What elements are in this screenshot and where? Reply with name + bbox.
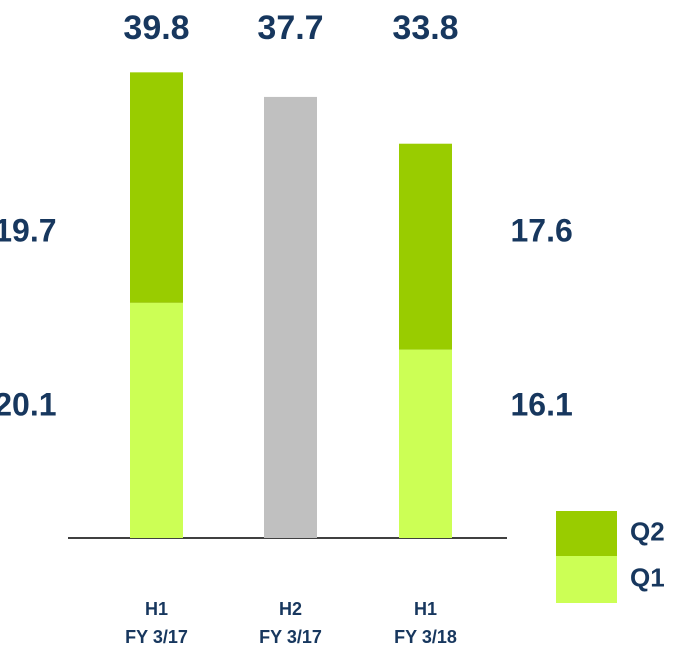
x-tick-line: H2 <box>279 599 302 619</box>
x-tick-line: H1 <box>414 599 437 619</box>
segment-label: 19.7 <box>0 212 57 248</box>
legend-label: Q1 <box>630 562 665 592</box>
x-tick-label: H1 FY 3/17 <box>125 599 188 647</box>
x-tick-line: FY 3/17 <box>259 627 322 647</box>
x-tick-line: FY 3/18 <box>394 627 457 647</box>
segment-label: 16.1 <box>511 386 573 422</box>
total-label: 37.7 <box>257 9 323 47</box>
legend-swatch <box>556 511 617 556</box>
bar-segment <box>130 302 183 538</box>
x-tick-label: H1 FY 3/18 <box>394 599 457 647</box>
bar-segment <box>399 349 452 538</box>
legend-swatch <box>556 556 617 603</box>
bar <box>264 96 317 538</box>
x-tick-line: H1 <box>145 599 168 619</box>
bar-segment <box>399 143 452 350</box>
total-label: 39.8 <box>123 9 189 47</box>
total-label: 33.8 <box>392 9 458 47</box>
bar-segment <box>130 72 183 303</box>
legend-label: Q2 <box>630 516 665 546</box>
segment-label: 20.1 <box>0 386 57 422</box>
x-tick-label: H2 FY 3/17 <box>259 599 322 647</box>
x-tick-line: FY 3/17 <box>125 627 188 647</box>
segment-label: 17.6 <box>511 212 573 248</box>
